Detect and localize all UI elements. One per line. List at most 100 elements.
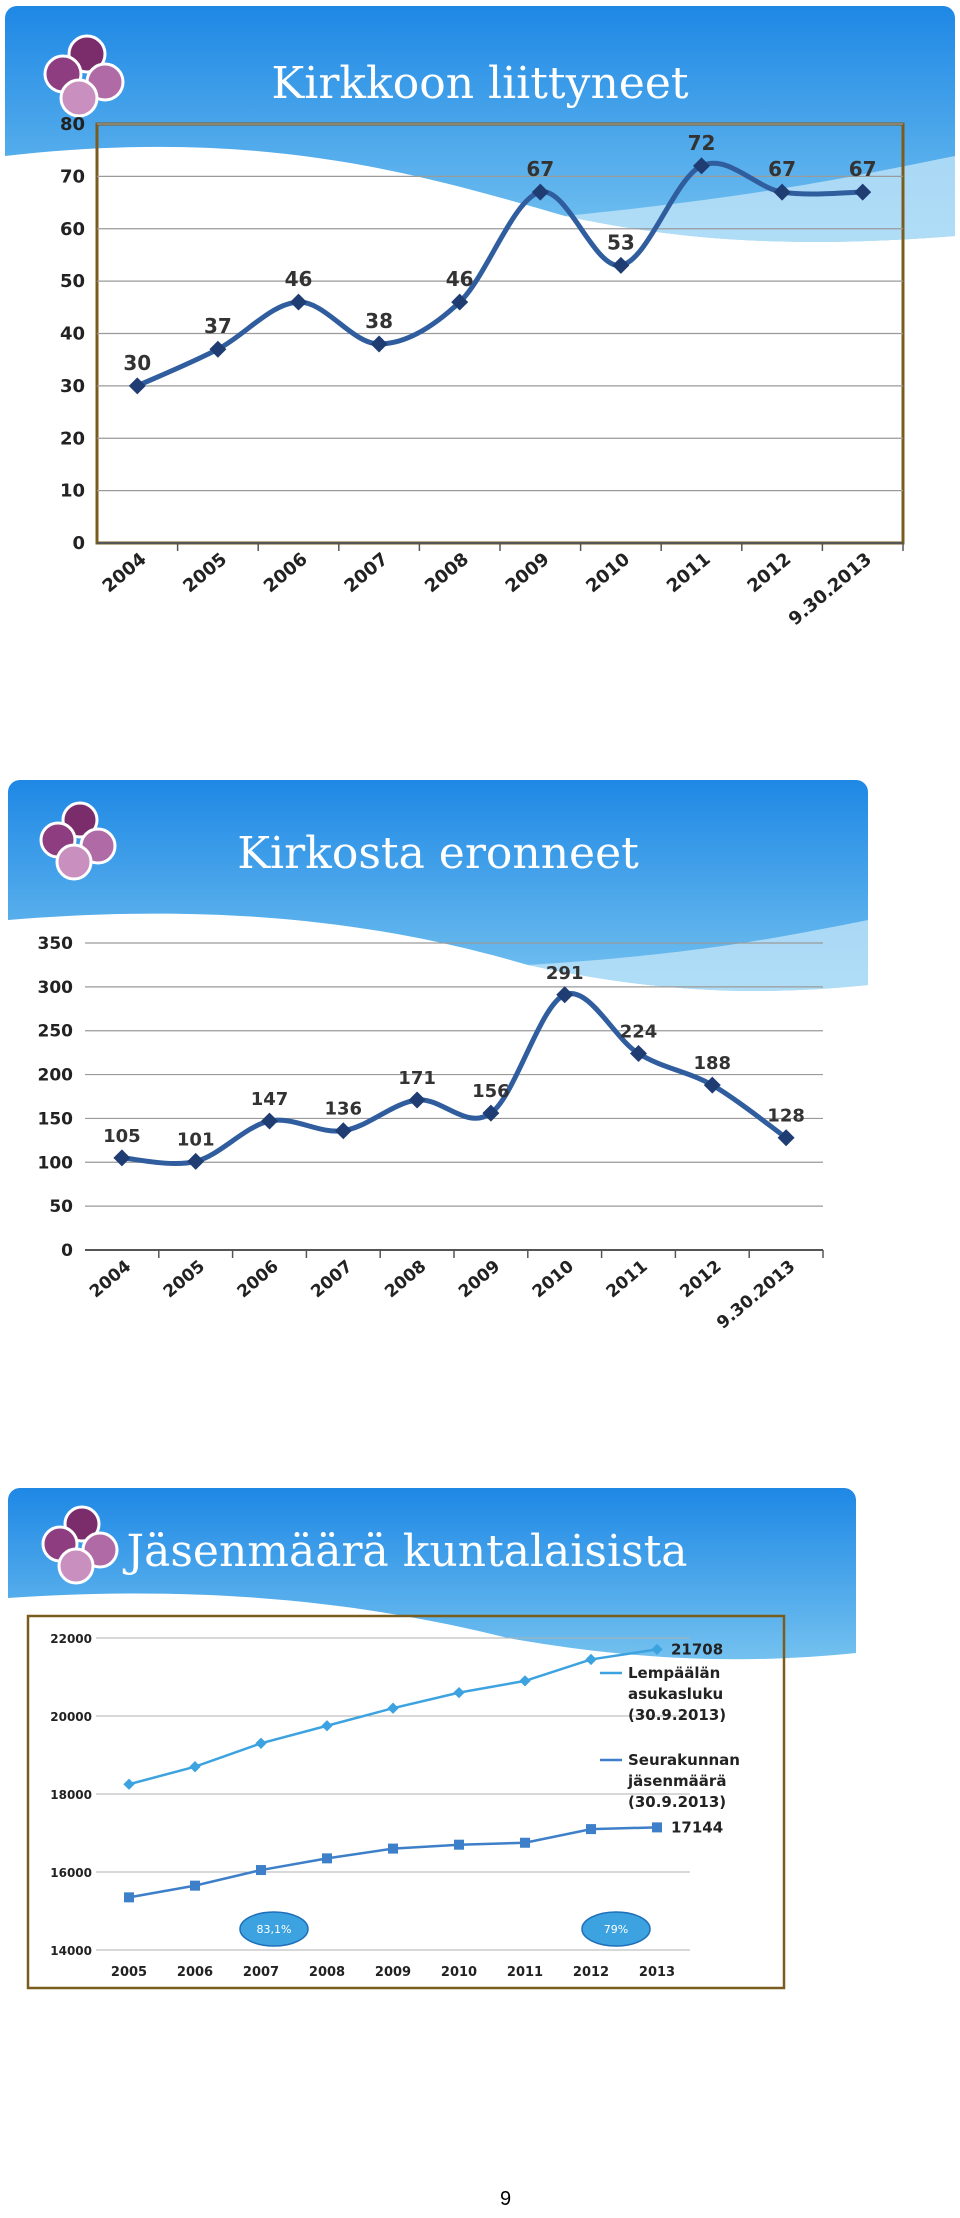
slide-background — [8, 1488, 856, 1998]
data-point — [261, 1112, 278, 1130]
series-line — [136, 160, 863, 389]
slide-title: Jäsenmäärä kuntalaisista — [126, 1526, 688, 1577]
y-tick-label: 16000 — [50, 1866, 92, 1880]
data-label: 37 — [204, 314, 232, 338]
data-point — [586, 1824, 596, 1835]
x-tick-label: 2006 — [260, 549, 312, 597]
x-tick-label: 2008 — [381, 1257, 430, 1303]
data-label: 156 — [472, 1081, 510, 1102]
x-tick-label: 2009 — [502, 549, 554, 597]
data-point — [777, 1129, 795, 1147]
series-line — [121, 991, 788, 1167]
legend-label: (30.9.2013) — [628, 1706, 726, 1724]
data-label: 72 — [688, 131, 716, 155]
page-number: 9 — [500, 2188, 512, 2210]
data-point — [519, 1675, 531, 1687]
data-point — [612, 256, 630, 274]
data-point — [693, 157, 710, 175]
data-point — [388, 1843, 398, 1854]
x-tick-label: 9.30.2013 — [785, 549, 876, 630]
data-point — [451, 293, 469, 311]
y-tick-label: 100 — [38, 1153, 74, 1173]
legend-label: jäsenmäärä — [627, 1772, 726, 1790]
data-point — [387, 1702, 399, 1714]
x-tick-label: 2010 — [582, 549, 634, 597]
x-tick-label: 2012 — [743, 549, 795, 597]
y-tick-label: 0 — [61, 1241, 73, 1261]
slide-background — [8, 780, 868, 1350]
data-label: 224 — [620, 1022, 658, 1043]
data-label: 101 — [177, 1129, 215, 1150]
x-tick-label: 2011 — [603, 1257, 652, 1303]
data-label: 128 — [767, 1106, 805, 1127]
data-label: 46 — [285, 267, 313, 291]
legend-label: asukasluku — [628, 1685, 723, 1703]
x-tick-label: 2012 — [676, 1257, 725, 1303]
annotation-label: 79% — [604, 1923, 628, 1936]
data-point — [854, 183, 872, 201]
data-point — [190, 1880, 200, 1891]
data-point — [113, 1149, 131, 1167]
data-point — [773, 183, 791, 201]
x-tick-label: 2007 — [243, 1965, 279, 1980]
data-point — [454, 1839, 464, 1850]
data-point — [453, 1686, 465, 1699]
data-point — [189, 1761, 201, 1773]
y-tick-label: 0 — [72, 533, 85, 554]
x-tick-label: 2005 — [160, 1257, 209, 1303]
y-tick-label: 70 — [60, 166, 85, 187]
data-point — [520, 1837, 530, 1848]
y-tick-label: 20000 — [50, 1710, 92, 1724]
y-tick-label: 200 — [38, 1066, 74, 1086]
x-tick-label: 9.30.2013 — [713, 1257, 799, 1334]
legend-label: Lempäälän — [628, 1664, 720, 1682]
plot-frame — [26, 1614, 786, 1990]
y-tick-label: 300 — [38, 978, 74, 998]
y-tick-label: 30 — [60, 376, 85, 397]
y-tick-label: 60 — [60, 219, 85, 240]
data-label: 147 — [251, 1089, 289, 1110]
legend-label: (30.9.2013) — [628, 1793, 726, 1811]
y-tick-label: 20 — [60, 428, 85, 449]
data-point — [256, 1865, 266, 1876]
x-tick-label: 2009 — [375, 1965, 411, 1980]
chart-eronneet: 0 50 100 150 200 250 300 350 2004 2005 2006 2007 200… — [38, 934, 824, 1334]
slide-jasenmaara: Jäsenmäärä kuntalaisista 14000 16000 18000… — [8, 1488, 856, 1998]
y-tick-label: 50 — [60, 271, 85, 292]
end-label: 21708 — [671, 1640, 723, 1658]
y-tick-label: 250 — [38, 1022, 74, 1042]
slide-eronneet: Kirkosta eronneet 0 50 100 150 200 250 300 350 2… — [8, 780, 868, 1350]
x-tick-label: 2011 — [507, 1965, 543, 1980]
data-point — [334, 1122, 352, 1140]
data-label: 30 — [123, 351, 151, 375]
data-point — [630, 1045, 647, 1063]
data-label: 67 — [849, 157, 877, 181]
data-label: 53 — [607, 230, 635, 254]
series-line — [128, 1648, 658, 1786]
data-label: 188 — [694, 1053, 732, 1074]
y-tick-label: 18000 — [50, 1788, 92, 1802]
data-point — [128, 377, 146, 395]
data-label: 46 — [446, 267, 474, 291]
data-point — [585, 1653, 597, 1666]
y-tick-label: 10 — [60, 481, 85, 502]
x-tick-label: 2006 — [234, 1257, 283, 1303]
annotation-bubble — [581, 1911, 651, 1947]
x-tick-label: 2004 — [99, 549, 151, 597]
x-tick-label: 2006 — [177, 1965, 213, 1980]
data-point — [556, 986, 574, 1004]
x-tick-label: 2005 — [179, 549, 231, 597]
y-tick-label: 80 — [60, 114, 85, 135]
data-point — [321, 1720, 333, 1732]
slide-title: Kirkosta eronneet — [237, 828, 639, 879]
slide-title: Kirkkoon liittyneet — [271, 58, 689, 109]
data-point — [209, 340, 227, 358]
data-point — [123, 1778, 135, 1790]
data-point — [290, 293, 307, 311]
data-label: 171 — [398, 1068, 436, 1089]
x-tick-label: 2012 — [573, 1965, 609, 1980]
data-point — [187, 1152, 205, 1170]
y-tick-label: 350 — [38, 934, 74, 954]
logo-icon — [32, 800, 122, 890]
annotation-bubble — [239, 1911, 309, 1947]
